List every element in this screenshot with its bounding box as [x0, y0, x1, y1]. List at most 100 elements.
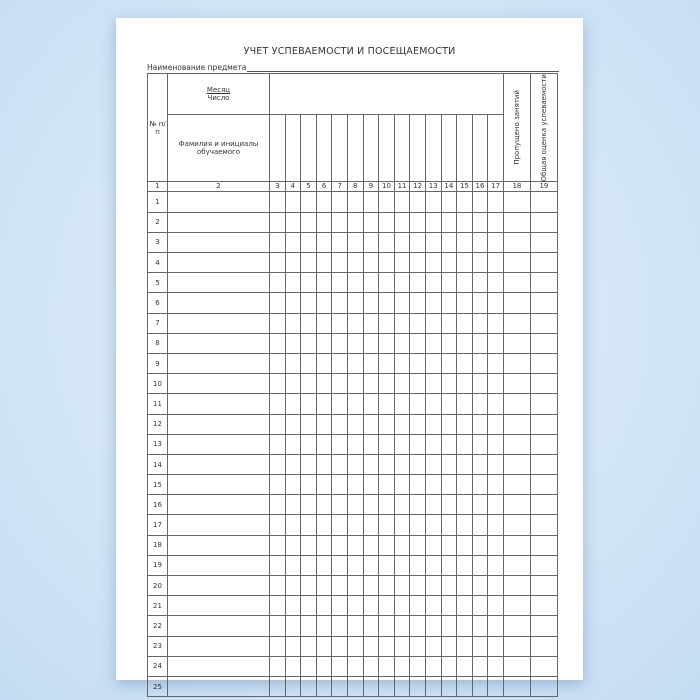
attendance-cell[interactable] — [471, 312, 489, 334]
attendance-cell[interactable] — [393, 534, 411, 556]
attendance-cell[interactable] — [471, 332, 489, 354]
attendance-cell[interactable] — [346, 211, 364, 233]
attendance-cell[interactable] — [471, 575, 489, 597]
attendance-cell[interactable] — [424, 292, 442, 314]
attendance-cell[interactable] — [471, 474, 489, 496]
attendance-cell[interactable] — [456, 393, 473, 415]
attendance-cell[interactable] — [456, 534, 473, 556]
attendance-cell[interactable] — [409, 554, 426, 577]
attendance-cell[interactable] — [300, 595, 317, 617]
attendance-cell[interactable] — [456, 433, 473, 455]
attendance-cell[interactable] — [440, 231, 458, 254]
attendance-cell[interactable] — [269, 272, 286, 294]
attendance-cell[interactable] — [378, 514, 395, 536]
attendance-cell[interactable] — [362, 453, 380, 476]
attendance-cell[interactable] — [315, 494, 333, 516]
attendance-cell[interactable] — [471, 453, 489, 476]
attendance-cell[interactable] — [456, 252, 473, 274]
attendance-cell[interactable] — [346, 413, 364, 435]
attendance-cell[interactable] — [440, 352, 458, 375]
grade-cell[interactable] — [529, 312, 558, 334]
attendance-cell[interactable] — [362, 373, 380, 395]
attendance-cell[interactable] — [346, 675, 364, 698]
attendance-cell[interactable] — [362, 433, 380, 455]
grade-cell[interactable] — [529, 514, 558, 536]
attendance-cell[interactable] — [487, 433, 504, 455]
attendance-cell[interactable] — [346, 615, 364, 637]
attendance-cell[interactable] — [378, 231, 395, 254]
attendance-cell[interactable] — [315, 191, 333, 213]
attendance-cell[interactable] — [315, 211, 333, 233]
attendance-cell[interactable] — [284, 655, 302, 677]
attendance-cell[interactable] — [487, 474, 504, 496]
grade-cell[interactable] — [529, 615, 558, 637]
attendance-cell[interactable] — [346, 534, 364, 556]
attendance-cell[interactable] — [424, 474, 442, 496]
student-name-cell[interactable] — [167, 211, 270, 233]
attendance-cell[interactable] — [284, 211, 302, 233]
attendance-cell[interactable] — [269, 191, 286, 213]
attendance-cell[interactable] — [456, 373, 473, 395]
attendance-cell[interactable] — [487, 231, 504, 254]
attendance-cell[interactable] — [440, 655, 458, 677]
attendance-cell[interactable] — [424, 655, 442, 677]
student-name-cell[interactable] — [167, 292, 270, 314]
attendance-cell[interactable] — [300, 554, 317, 577]
grade-cell[interactable] — [529, 433, 558, 455]
attendance-cell[interactable] — [471, 231, 489, 254]
attendance-cell[interactable] — [409, 252, 426, 274]
attendance-cell[interactable] — [487, 413, 504, 435]
attendance-cell[interactable] — [440, 292, 458, 314]
attendance-cell[interactable] — [378, 453, 395, 476]
attendance-cell[interactable] — [424, 231, 442, 254]
attendance-cell[interactable] — [331, 191, 348, 213]
attendance-cell[interactable] — [409, 595, 426, 617]
attendance-cell[interactable] — [346, 352, 364, 375]
grade-cell[interactable] — [529, 635, 558, 657]
attendance-cell[interactable] — [362, 595, 380, 617]
attendance-cell[interactable] — [315, 635, 333, 657]
attendance-cell[interactable] — [471, 272, 489, 294]
attendance-cell[interactable] — [440, 474, 458, 496]
attendance-cell[interactable] — [487, 191, 504, 213]
attendance-cell[interactable] — [362, 272, 380, 294]
attendance-cell[interactable] — [315, 252, 333, 274]
attendance-cell[interactable] — [456, 675, 473, 698]
attendance-cell[interactable] — [409, 433, 426, 455]
attendance-cell[interactable] — [471, 373, 489, 395]
attendance-cell[interactable] — [378, 393, 395, 415]
attendance-cell[interactable] — [440, 373, 458, 395]
attendance-cell[interactable] — [331, 312, 348, 334]
attendance-cell[interactable] — [346, 494, 364, 516]
attendance-cell[interactable] — [487, 393, 504, 415]
attendance-cell[interactable] — [346, 393, 364, 415]
attendance-cell[interactable] — [269, 494, 286, 516]
attendance-cell[interactable] — [315, 332, 333, 354]
attendance-cell[interactable] — [456, 211, 473, 233]
attendance-cell[interactable] — [487, 312, 504, 334]
attendance-cell[interactable] — [269, 312, 286, 334]
attendance-cell[interactable] — [315, 231, 333, 254]
attendance-cell[interactable] — [440, 595, 458, 617]
attendance-cell[interactable] — [269, 332, 286, 354]
attendance-cell[interactable] — [346, 433, 364, 455]
student-name-cell[interactable] — [167, 373, 270, 395]
student-name-cell[interactable] — [167, 474, 270, 496]
attendance-cell[interactable] — [300, 433, 317, 455]
attendance-cell[interactable] — [393, 453, 411, 476]
attendance-cell[interactable] — [378, 352, 395, 375]
date-header-cell[interactable] — [456, 113, 473, 183]
attendance-cell[interactable] — [471, 595, 489, 617]
attendance-cell[interactable] — [487, 494, 504, 516]
attendance-cell[interactable] — [393, 554, 411, 577]
attendance-cell[interactable] — [471, 534, 489, 556]
attendance-cell[interactable] — [300, 534, 317, 556]
grade-cell[interactable] — [529, 272, 558, 294]
attendance-cell[interactable] — [424, 595, 442, 617]
attendance-cell[interactable] — [471, 635, 489, 657]
missed-cell[interactable] — [502, 453, 531, 476]
attendance-cell[interactable] — [487, 211, 504, 233]
student-name-cell[interactable] — [167, 554, 270, 577]
attendance-cell[interactable] — [315, 373, 333, 395]
attendance-cell[interactable] — [300, 312, 317, 334]
